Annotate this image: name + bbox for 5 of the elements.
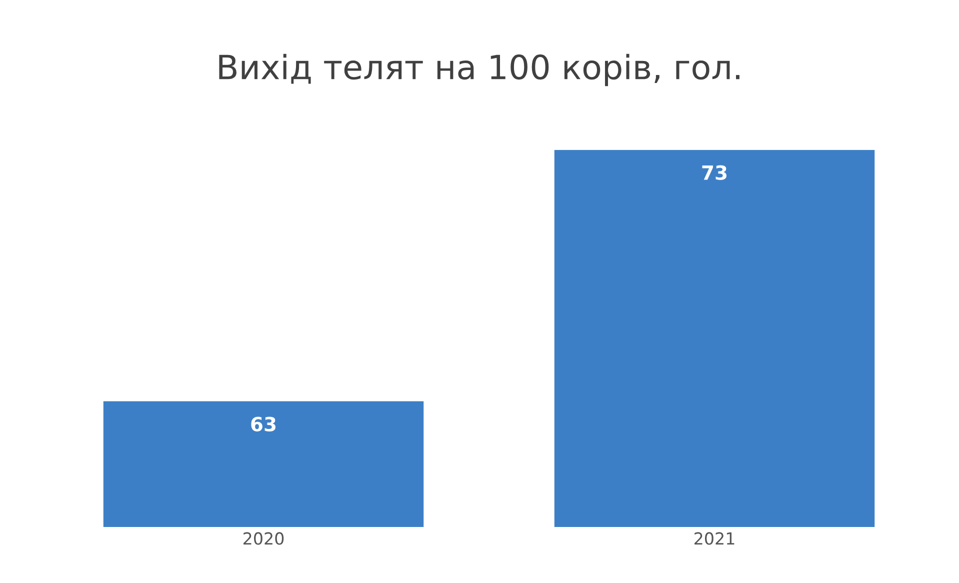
data-label: 63 [251,416,276,432]
chart-title: Вихід телят на 100 корів, гол. [219,54,740,86]
x-tick-label: 2020 [244,532,284,545]
data-label: 73 [702,165,726,180]
x-tick-label: 2021 [694,532,734,545]
